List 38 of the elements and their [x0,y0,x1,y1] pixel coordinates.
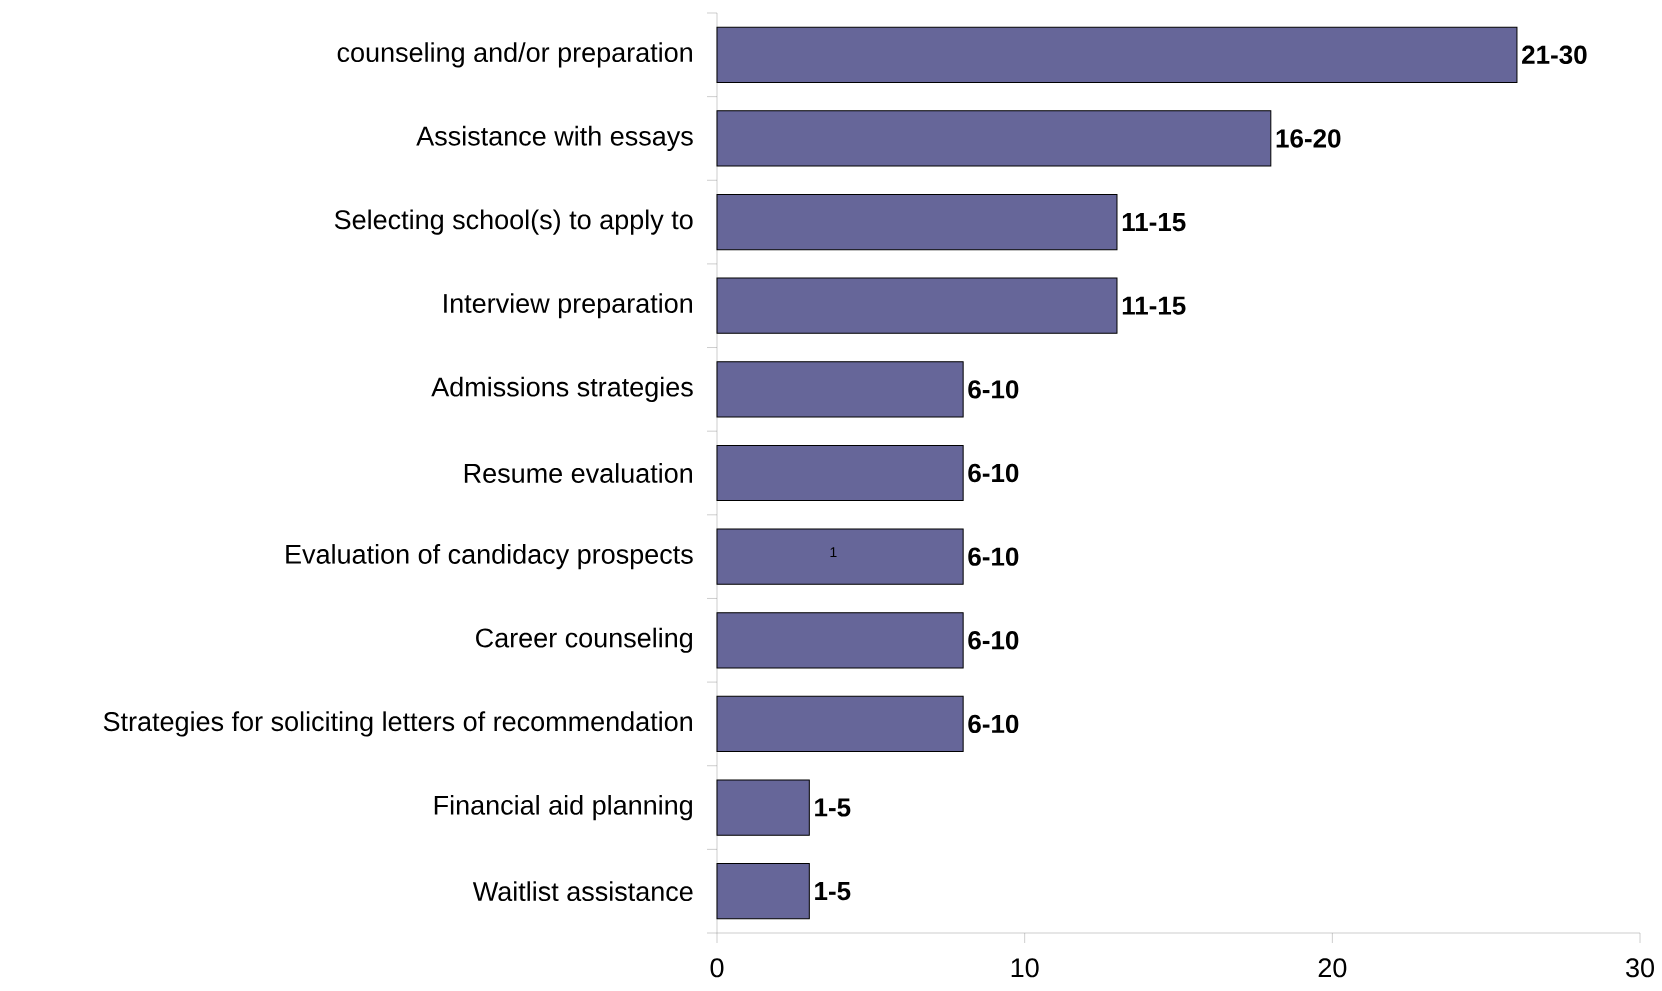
bar [716,528,964,585]
bar [716,277,1118,334]
y-tick-label: Waitlist assistance [472,881,693,902]
x-tick-label: 0 [710,958,724,978]
data-label: 6-10 [968,714,1019,734]
y-tick-label: Admissions strategies [431,376,693,402]
x-tick-label: 10 [1011,958,1039,978]
bar [716,863,810,920]
data-label: 6-10 [968,631,1019,650]
bar [716,695,964,753]
data-label: 6-10 [968,463,1019,483]
bar [716,779,810,836]
data-label: 6-10 [968,547,1019,566]
data-label: 1-5 [815,798,851,817]
data-label: 16-20 [1276,129,1341,148]
y-tick-label: Career counseling [476,627,692,653]
y-tick-label: Selecting school(s) to apply to [334,209,693,235]
bar [716,110,1272,167]
y-tick-label: Interview preparation [444,293,692,319]
annotation: 1 [830,547,837,557]
x-tick-label: 30 [1626,958,1654,978]
y-tick-label: Financial aid planning [434,794,692,821]
y-tick-label: counseling and/or preparation [337,42,692,68]
data-label: 11-15 [1122,296,1186,315]
bar [716,193,1118,251]
bar [716,361,964,418]
y-tick-label: Evaluation of candidacy prospects [286,544,693,570]
y-tick-label: Strategies for soliciting letters of recommendation [103,711,692,737]
y-tick-label: Assistance with essays [416,125,693,152]
data-label: 21-30 [1522,45,1587,65]
data-label: 1-5 [815,882,851,901]
y-tick-label: Resume evaluation [464,463,692,483]
bar [716,444,964,502]
bar [716,612,964,669]
x-tick-label: 20 [1318,958,1347,978]
data-label: 11-15 [1122,213,1186,232]
bar [716,26,1518,83]
data-label: 6-10 [968,380,1019,399]
